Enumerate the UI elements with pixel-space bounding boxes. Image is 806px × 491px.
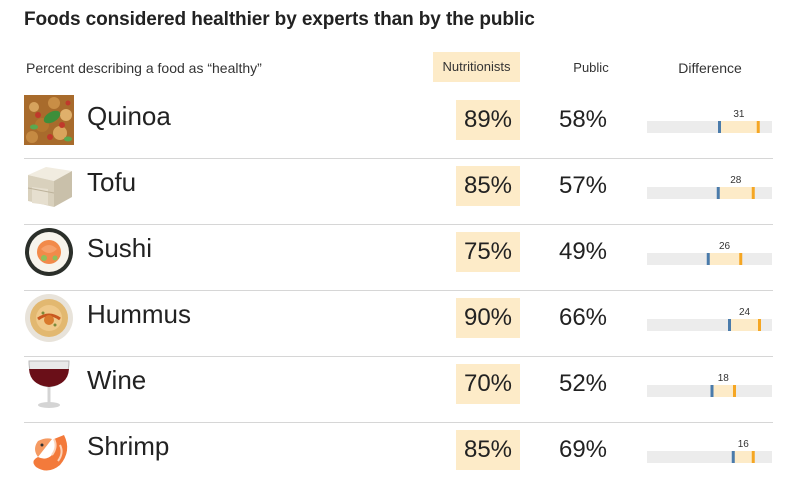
nutritionists-marker — [739, 253, 743, 265]
difference-label: 28 — [730, 175, 742, 186]
difference-bar: 31 — [647, 109, 772, 133]
difference-span — [729, 319, 760, 331]
column-header-public: Public — [573, 60, 609, 75]
nutritionists-value: 85% — [456, 166, 520, 206]
nutritionists-value: 90% — [456, 298, 520, 338]
hummus-icon — [24, 293, 74, 343]
difference-bar: 26 — [647, 241, 772, 265]
food-name: Wine — [87, 365, 147, 395]
food-name: Tofu — [87, 167, 137, 197]
chart-title: Foods considered healthier by experts th… — [24, 9, 535, 30]
chart-subtitle: Percent describing a food as “healthy” — [26, 60, 262, 76]
food-name: Sushi — [87, 233, 153, 263]
public-value: 69% — [558, 436, 608, 463]
difference-label: 24 — [739, 307, 751, 318]
difference-track — [647, 385, 772, 397]
table-row: Quinoa 89% 58% 31 — [24, 92, 773, 159]
column-header-difference: Difference — [678, 60, 742, 76]
difference-span — [712, 385, 735, 397]
public-value: 52% — [558, 370, 608, 397]
quinoa-icon — [24, 95, 74, 145]
public-marker — [728, 319, 731, 331]
difference-label: 31 — [733, 109, 745, 120]
nutritionists-value: 89% — [456, 100, 520, 140]
sushi-icon — [24, 227, 74, 277]
nutritionists-value: 85% — [456, 430, 520, 470]
public-marker — [716, 187, 720, 199]
difference-label: 26 — [719, 241, 731, 252]
public-marker — [731, 451, 735, 463]
wine-icon — [24, 359, 74, 409]
public-value: 57% — [558, 172, 608, 199]
tofu-icon — [24, 161, 74, 211]
difference-span — [733, 451, 754, 463]
difference-bar: 24 — [647, 307, 772, 331]
nutritionists-marker — [758, 319, 761, 331]
table-row: Hummus 90% 66% 24 — [24, 290, 773, 357]
difference-span — [719, 121, 759, 133]
difference-bar: 16 — [647, 439, 772, 463]
public-value: 58% — [558, 106, 608, 133]
public-marker — [718, 121, 721, 133]
table-row: Tofu 85% 57% 28 — [24, 158, 773, 225]
nutritionists-value: 75% — [456, 232, 520, 272]
food-name: Shrimp — [87, 431, 170, 461]
difference-span — [708, 253, 741, 265]
nutritionists-marker — [733, 385, 736, 397]
food-name: Hummus — [87, 299, 192, 329]
difference-bar: 28 — [647, 175, 772, 199]
public-value: 49% — [558, 238, 608, 265]
shrimp-icon — [24, 425, 74, 475]
table-row: Sushi 75% 49% 26 — [24, 224, 773, 291]
column-header-nutritionists: Nutritionists — [433, 52, 520, 82]
food-name: Quinoa — [87, 101, 171, 131]
nutritionists-marker — [756, 121, 760, 133]
nutritionists-marker — [751, 451, 755, 463]
difference-label: 18 — [718, 373, 730, 384]
nutritionists-marker — [751, 187, 755, 199]
public-marker — [710, 385, 714, 397]
table-row: Wine 70% 52% 18 — [24, 356, 773, 423]
difference-label: 16 — [738, 439, 750, 450]
table-row: Shrimp 85% 69% 16 — [24, 422, 773, 488]
public-marker — [706, 253, 710, 265]
difference-bar: 18 — [647, 373, 772, 397]
public-value: 66% — [558, 304, 608, 331]
difference-span — [718, 187, 754, 199]
nutritionists-value: 70% — [456, 364, 520, 404]
